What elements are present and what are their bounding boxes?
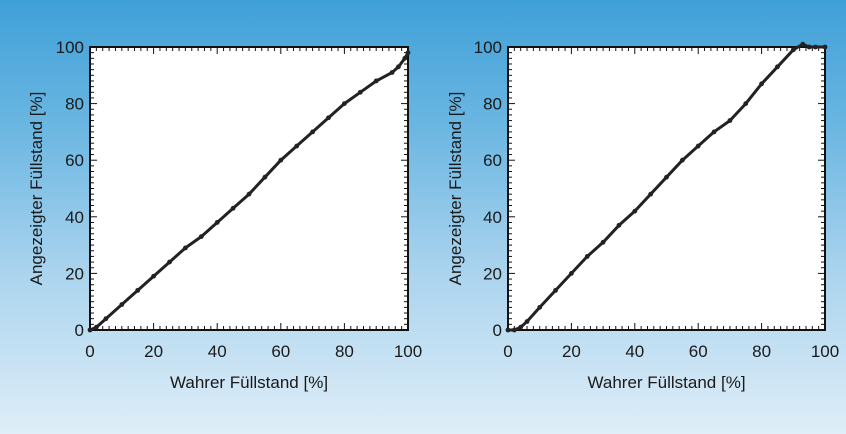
y-tick-label: 40 xyxy=(483,208,502,227)
y-tick-label: 40 xyxy=(65,208,84,227)
data-point xyxy=(151,273,157,279)
data-point xyxy=(648,191,654,197)
y-tick-label: 100 xyxy=(474,38,502,57)
x-tick-label: 40 xyxy=(208,342,227,361)
x-tick-label: 100 xyxy=(394,342,422,361)
data-point xyxy=(294,143,300,149)
x-tick-label: 40 xyxy=(625,342,644,361)
data-point xyxy=(679,157,685,163)
data-point xyxy=(822,44,828,50)
data-point xyxy=(278,157,284,163)
data-point xyxy=(518,324,524,330)
data-point xyxy=(230,205,236,211)
data-point xyxy=(93,324,99,330)
y-tick-label: 0 xyxy=(75,321,84,340)
data-point xyxy=(402,55,408,61)
data-point xyxy=(775,64,780,70)
y-tick-label: 20 xyxy=(65,264,84,283)
data-point xyxy=(183,245,188,251)
data-point xyxy=(389,70,395,75)
data-point xyxy=(373,78,379,84)
y-tick-label: 20 xyxy=(483,264,502,283)
data-point xyxy=(664,174,669,180)
x-axis-label: Wahrer Füllstand [%] xyxy=(170,373,328,392)
data-point xyxy=(695,143,701,149)
data-point xyxy=(326,115,331,121)
data-point xyxy=(800,41,806,47)
data-point xyxy=(103,316,109,322)
data-point xyxy=(727,118,733,123)
data-point xyxy=(600,239,606,245)
x-axis-label: Wahrer Füllstand [%] xyxy=(587,373,745,392)
data-point xyxy=(342,101,347,106)
data-point xyxy=(246,191,252,197)
data-point xyxy=(711,129,717,135)
data-point xyxy=(135,287,141,293)
data-point xyxy=(357,89,363,95)
data-point xyxy=(743,101,749,106)
y-tick-label: 60 xyxy=(65,151,84,170)
data-point xyxy=(262,174,268,180)
data-point xyxy=(405,50,411,56)
data-point xyxy=(759,81,764,87)
x-tick-label: 0 xyxy=(503,342,512,361)
data-point xyxy=(214,220,220,225)
data-point xyxy=(569,271,574,276)
chart-panel-1: 0 20 40 60 80 100 0 20 40 60 80 100 Wahrer Füllstand… xyxy=(27,38,422,392)
y-axis-label: Angezeigter Füllstand [%] xyxy=(446,92,465,286)
data-point xyxy=(537,304,543,310)
x-tick-label: 80 xyxy=(752,342,771,361)
data-point xyxy=(553,287,558,293)
y-tick-label: 80 xyxy=(65,95,84,114)
x-tick-label: 80 xyxy=(335,342,354,361)
x-tick-label: 60 xyxy=(689,342,708,361)
data-point xyxy=(813,44,818,50)
data-point xyxy=(790,47,796,53)
data-point xyxy=(198,234,204,240)
data-point xyxy=(616,222,622,228)
data-point xyxy=(511,327,517,333)
y-tick-label: 100 xyxy=(56,38,84,57)
x-tick-label: 60 xyxy=(271,342,290,361)
data-point xyxy=(167,259,172,265)
data-point xyxy=(806,44,812,50)
data-point xyxy=(584,254,590,259)
data-point xyxy=(632,208,638,214)
series-line xyxy=(88,51,410,332)
data-point xyxy=(87,327,93,333)
data-point xyxy=(310,129,315,135)
x-tick-label: 20 xyxy=(144,342,163,361)
x-tick-label: 20 xyxy=(562,342,581,361)
data-point xyxy=(505,327,511,333)
x-tick-label: 0 xyxy=(85,342,94,361)
y-tick-label: 80 xyxy=(483,95,502,114)
data-point xyxy=(524,319,530,324)
y-tick-label: 0 xyxy=(493,321,502,340)
chart-panel-2: 0 20 40 60 80 100 0 20 40 60 80 100 Wahrer Füllstand… xyxy=(446,38,839,392)
plot-area xyxy=(89,46,409,331)
y-tick-label: 60 xyxy=(483,151,502,170)
data-point xyxy=(119,302,125,307)
y-axis-label: Angezeigter Füllstand [%] xyxy=(27,92,46,286)
plot-area xyxy=(507,46,826,331)
data-point xyxy=(396,64,401,70)
x-tick-label: 100 xyxy=(811,342,839,361)
